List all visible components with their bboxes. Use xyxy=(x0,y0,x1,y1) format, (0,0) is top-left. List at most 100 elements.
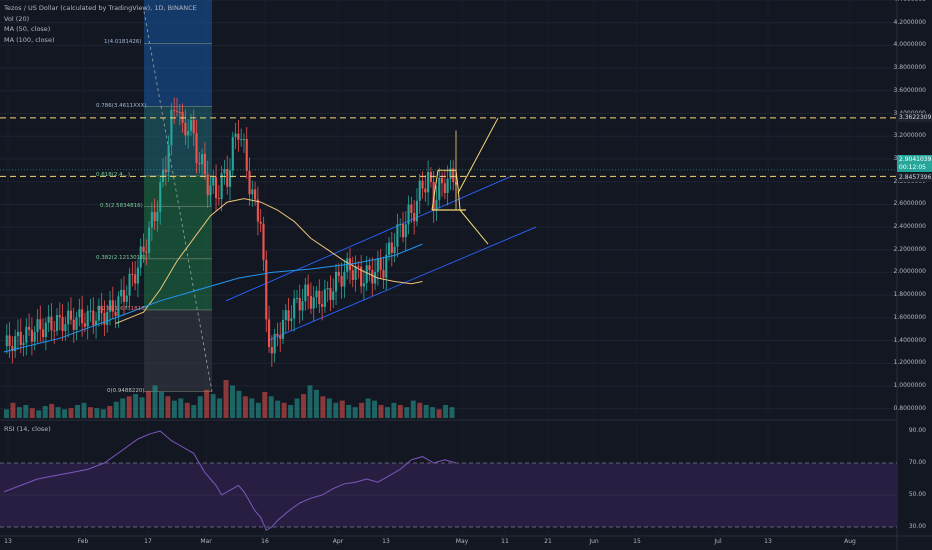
candle-body xyxy=(346,258,349,272)
candle-body xyxy=(187,131,190,136)
volume-bar xyxy=(75,404,80,418)
volume-bar xyxy=(320,396,326,418)
candle-body xyxy=(50,316,53,331)
volume-bar xyxy=(68,408,74,418)
price-tick-label: 1.4000000 xyxy=(893,336,926,344)
rsi-tick-label: 70.00 xyxy=(908,459,926,466)
candle-body xyxy=(97,305,100,321)
candle-body xyxy=(53,330,56,332)
volume-bar xyxy=(184,402,190,418)
volume-bar xyxy=(55,407,61,418)
volume-bar xyxy=(294,398,300,418)
candle-body xyxy=(315,290,318,298)
volume-bar xyxy=(191,404,197,418)
fib-trend-line xyxy=(143,11,213,392)
volume-bar xyxy=(430,407,436,418)
candle-body xyxy=(365,265,368,284)
vol-indicator-label[interactable]: Vol (20) xyxy=(4,14,30,23)
volume-bar xyxy=(107,406,113,418)
candle-body xyxy=(387,242,391,255)
candle-body xyxy=(279,335,282,339)
price-tick-label: 1.8000000 xyxy=(893,291,926,299)
candle-body xyxy=(240,139,243,141)
candle-body xyxy=(268,319,271,348)
volume-bar xyxy=(10,402,16,418)
time-tick-label: May xyxy=(455,538,469,545)
ma50-indicator-label[interactable]: MA (50, close) xyxy=(4,25,51,33)
time-tick-label: Jul xyxy=(714,538,722,545)
candle-body xyxy=(435,199,438,211)
candle-body xyxy=(64,324,67,332)
candle-body xyxy=(184,122,187,136)
candle-body xyxy=(167,145,170,173)
candle-body xyxy=(368,265,371,270)
candle-body xyxy=(332,291,335,300)
chart-legend: Tezos / US Dollar (calculated by Trading… xyxy=(4,3,197,45)
price-tick-label: 4.2000000 xyxy=(893,18,926,26)
moving-averages xyxy=(3,198,423,353)
volume-bar xyxy=(113,401,119,418)
candle-body xyxy=(75,317,78,330)
channel-lower xyxy=(267,226,537,341)
candle-body xyxy=(374,272,377,284)
symbol-title[interactable]: Tezos / US Dollar (calculated by Trading… xyxy=(4,4,197,12)
candle-body xyxy=(256,199,259,222)
price-tag-countdown: 00:12:05 xyxy=(897,163,932,172)
candle-body xyxy=(360,266,363,287)
candle-body xyxy=(134,274,137,284)
price-tick-label: 2.6000000 xyxy=(893,200,926,208)
volume-bar xyxy=(436,409,442,418)
volume-bar xyxy=(365,398,371,418)
candle-body xyxy=(265,259,268,320)
candle-body xyxy=(198,162,201,165)
candle-body xyxy=(231,137,234,171)
candle-body xyxy=(245,139,248,171)
candle-body xyxy=(357,266,360,268)
volume-bar xyxy=(62,409,68,418)
rsi-tick-label: 90.00 xyxy=(908,427,926,434)
candle-body xyxy=(304,284,307,302)
ma50-line xyxy=(115,198,423,324)
candle-body xyxy=(323,289,326,307)
candle-body xyxy=(424,188,427,193)
volume-bar xyxy=(126,396,132,418)
volume-bar xyxy=(133,394,139,418)
candle-body xyxy=(161,169,165,183)
volume-bar xyxy=(346,404,352,418)
time-tick-label: 21 xyxy=(544,538,552,545)
volume-bar xyxy=(197,396,203,418)
volume-bar xyxy=(359,402,365,418)
candle-body xyxy=(427,171,430,193)
candle-body xyxy=(393,246,396,254)
projection-up xyxy=(457,117,499,194)
candle-body xyxy=(407,204,410,225)
price-tick-label: 0.8000000 xyxy=(893,404,926,412)
candle-body xyxy=(156,211,159,222)
volume-bar xyxy=(333,402,339,418)
candle-body xyxy=(128,273,131,296)
candle-body xyxy=(83,323,86,327)
price-tag-current: 2.9041039 xyxy=(897,155,932,164)
candle-body xyxy=(173,109,176,112)
ma100-indicator-label[interactable]: MA (100, close) xyxy=(4,35,55,44)
volume-bar xyxy=(384,407,390,418)
candle-body xyxy=(217,198,220,200)
candle-body xyxy=(270,347,273,354)
rsi-line xyxy=(3,430,457,531)
candle-body xyxy=(312,297,315,309)
volume-bar xyxy=(326,398,332,418)
candle-body xyxy=(103,313,106,325)
time-tick-label: 11 xyxy=(501,538,509,545)
pennant-pattern xyxy=(431,117,499,245)
volume-bar xyxy=(29,408,35,418)
candle-body xyxy=(440,177,444,184)
volume-bar xyxy=(339,400,345,418)
candle-body xyxy=(44,322,47,337)
volume-bar xyxy=(49,403,55,418)
candle-body xyxy=(55,315,59,331)
candle-body xyxy=(11,346,14,352)
fib-level-label: 0.618(2.4...) xyxy=(96,171,131,178)
rsi-indicator-label[interactable]: RSI (14, close) xyxy=(4,425,51,433)
candle-body xyxy=(131,273,134,275)
candle-body xyxy=(16,331,20,337)
